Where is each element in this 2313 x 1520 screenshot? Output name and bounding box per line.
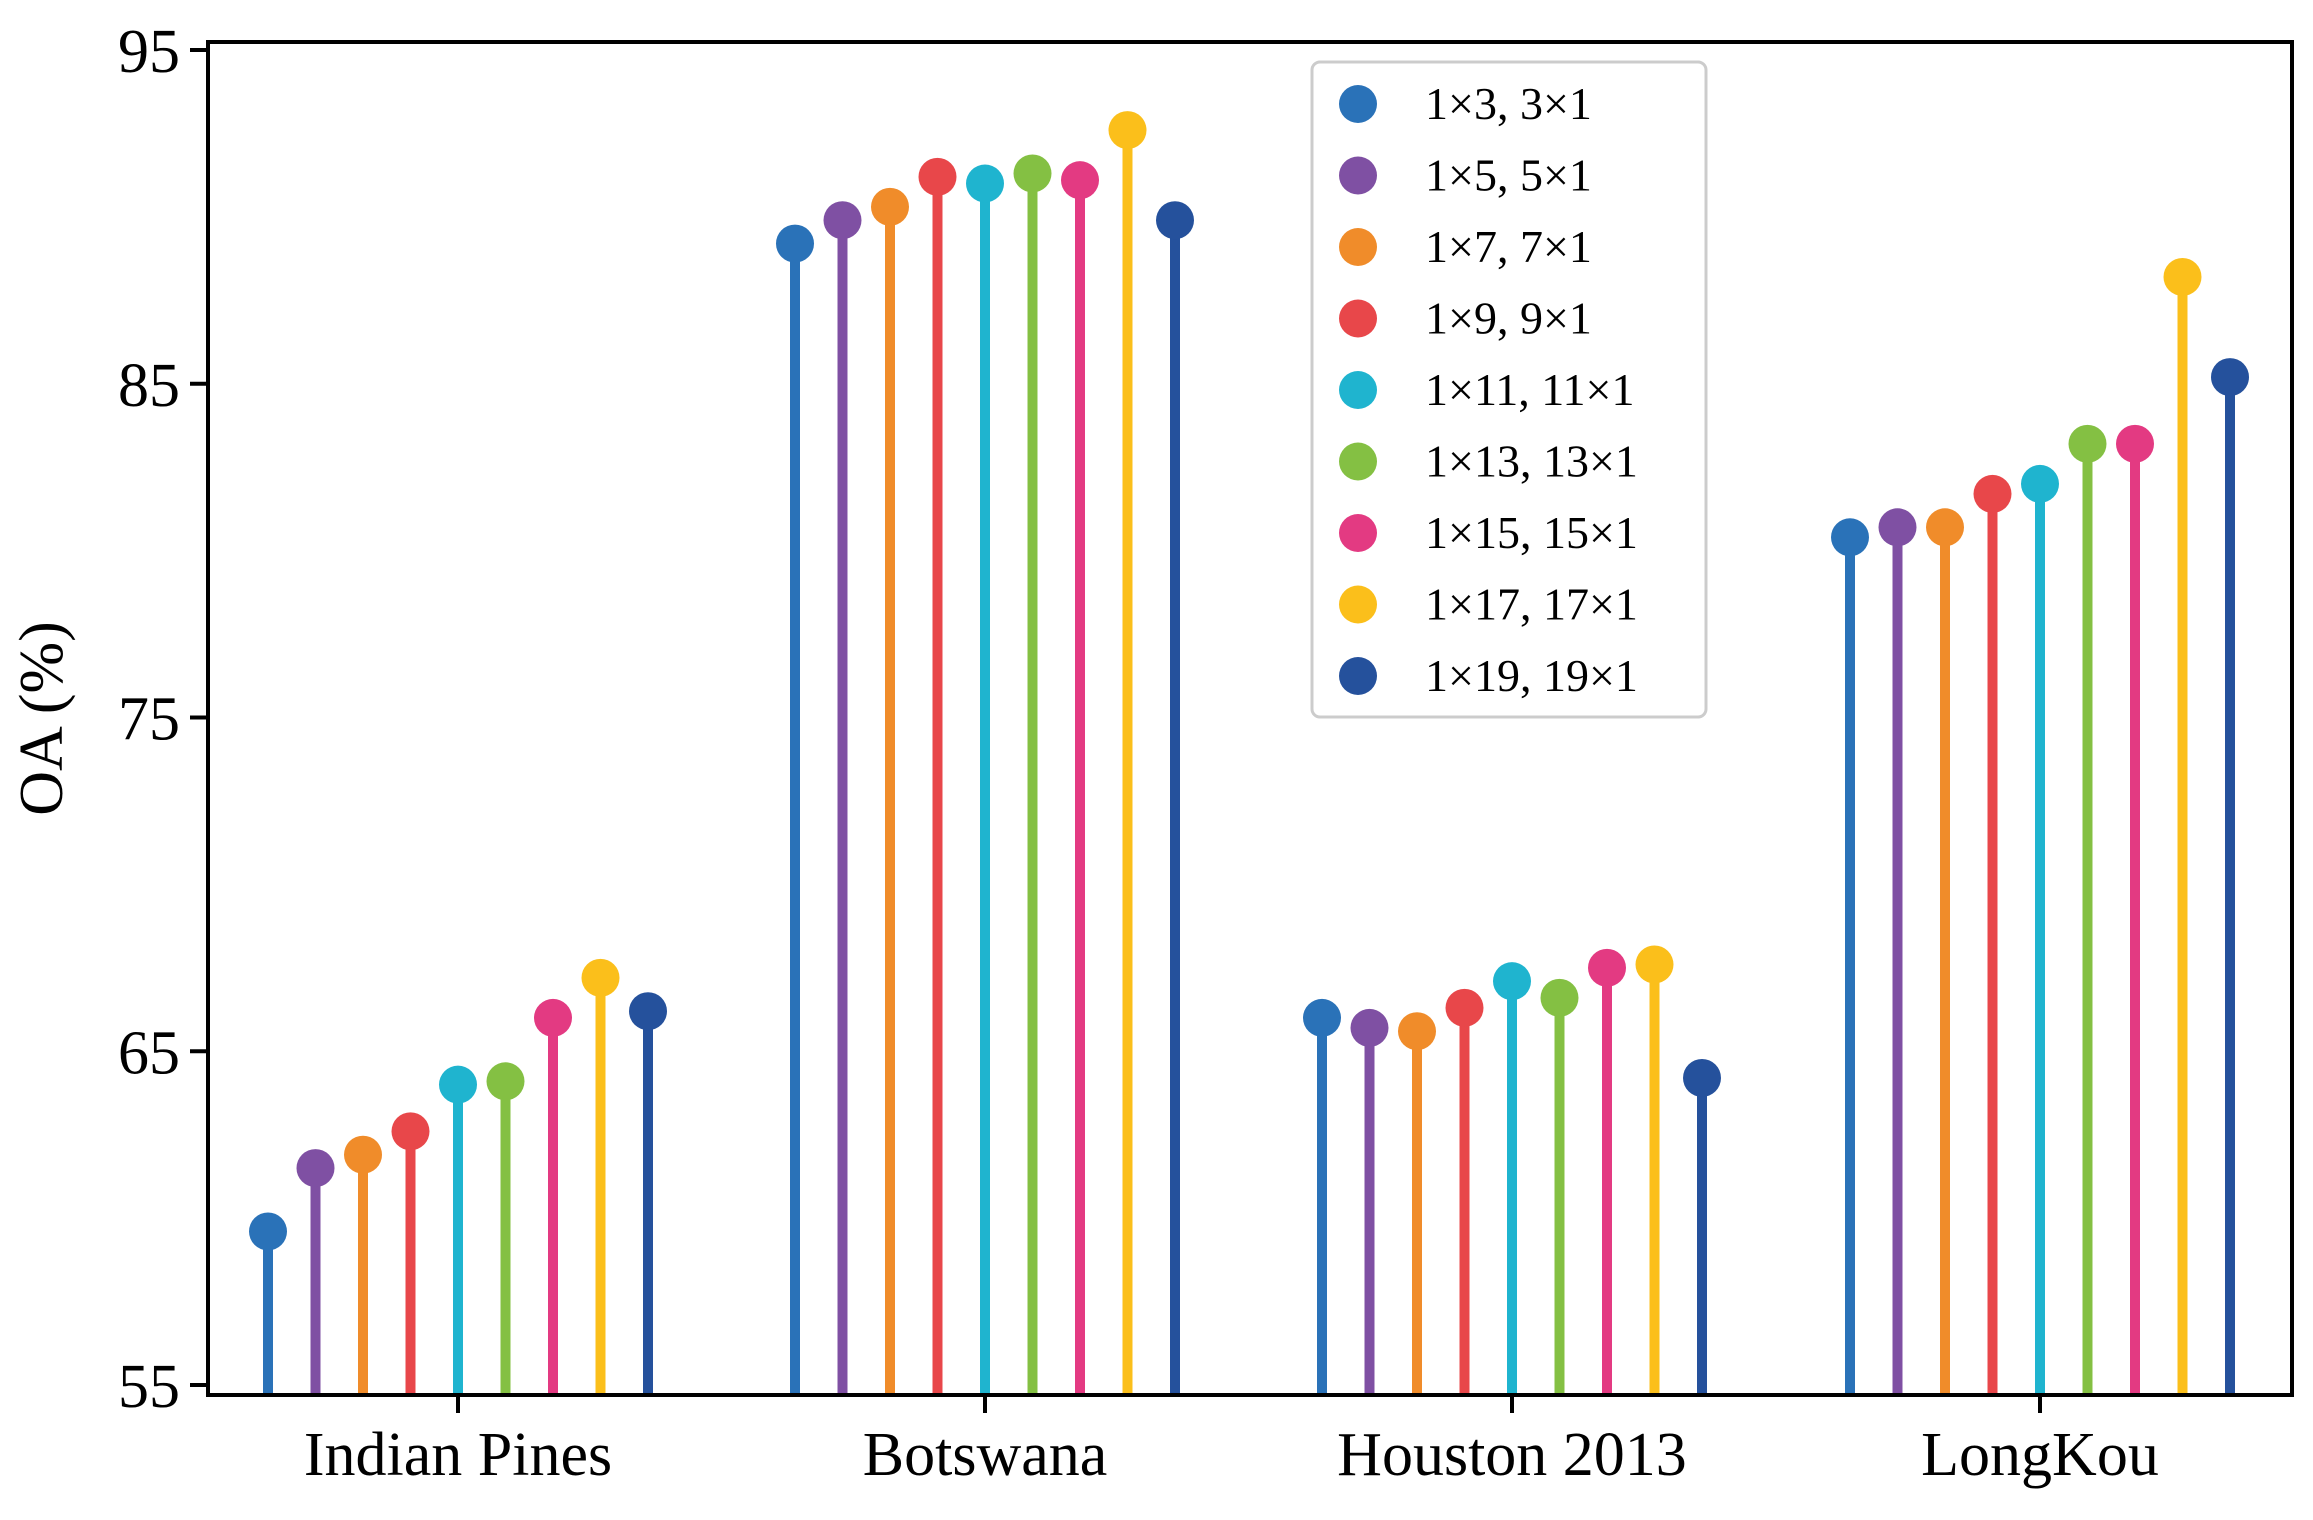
point	[823, 201, 862, 240]
x-axis: Indian Pines Botswana Houston 2013 LongKou	[304, 1395, 2159, 1489]
legend-entry-label: 1×3, 3×1	[1425, 78, 1592, 129]
y-axis: 55 65 75 85 95	[118, 18, 208, 1421]
point	[1635, 945, 1674, 984]
point	[1445, 988, 1484, 1027]
point	[1013, 154, 1052, 193]
y-tick-label: 55	[118, 1353, 180, 1421]
y-tick-label: 75	[118, 686, 180, 754]
point	[1061, 161, 1099, 200]
legend-entry-label: 1×19, 19×1	[1425, 650, 1638, 701]
point	[1493, 962, 1531, 1001]
y-axis-label: OA (%)	[8, 621, 76, 816]
legend-marker	[1339, 442, 1377, 481]
point	[1398, 1012, 1436, 1051]
point	[1156, 201, 1194, 240]
legend-entry-label: 1×13, 13×1	[1425, 436, 1638, 487]
point	[1831, 518, 1869, 557]
y-tick-label: 95	[118, 18, 180, 86]
point	[344, 1135, 382, 1174]
point	[2163, 257, 2202, 296]
point	[629, 992, 667, 1031]
point	[1683, 1058, 1721, 1097]
point	[486, 1062, 525, 1101]
legend-marker	[1339, 514, 1377, 552]
point	[918, 157, 957, 196]
legend-marker	[1339, 85, 1377, 123]
point	[249, 1212, 287, 1251]
legend-marker	[1339, 585, 1377, 624]
legend-entry-label: 1×9, 9×1	[1425, 293, 1592, 344]
legend-marker	[1339, 228, 1377, 266]
point	[1926, 508, 1964, 547]
point	[2211, 358, 2249, 397]
point	[871, 187, 909, 226]
x-tick-label: Botswana	[863, 1421, 1108, 1489]
point	[1303, 998, 1341, 1037]
x-tick-label: Houston 2013	[1337, 1421, 1687, 1489]
legend-entry-label: 1×17, 17×1	[1425, 579, 1638, 630]
plot-frame	[206, 40, 2294, 1397]
point	[1108, 111, 1147, 150]
y-tick-label: 85	[118, 352, 180, 420]
point	[296, 1149, 335, 1188]
point	[776, 224, 814, 263]
stems-layer	[263, 130, 2235, 1393]
point	[1973, 474, 2012, 513]
legend-box	[1310, 60, 1708, 719]
legend-entry-label: 1×11, 11×1	[1425, 364, 1634, 415]
point	[1588, 948, 1626, 987]
point	[439, 1065, 477, 1104]
legend-marker	[1339, 299, 1377, 338]
point	[2021, 464, 2059, 503]
legend-marker	[1339, 657, 1377, 695]
legend-marker	[1339, 156, 1377, 195]
legend-entry-label: 1×7, 7×1	[1425, 221, 1592, 272]
point	[1540, 978, 1579, 1017]
point	[534, 998, 572, 1037]
legend: 1×3, 3×1 1×5, 5×1 1×7, 7×1 1×9, 9×1 1×11, 11…	[1310, 60, 1708, 719]
legend-marker	[1339, 371, 1377, 409]
point	[391, 1112, 430, 1151]
point	[581, 958, 620, 997]
markers-layer	[249, 111, 2249, 1251]
point	[966, 164, 1004, 203]
point	[2068, 424, 2107, 463]
legend-entry-label: 1×5, 5×1	[1425, 150, 1592, 201]
point	[2116, 424, 2154, 463]
point	[1350, 1008, 1389, 1047]
x-tick-label: Indian Pines	[304, 1421, 612, 1489]
x-tick-label: LongKou	[1921, 1421, 2159, 1489]
legend-entry-label: 1×15, 15×1	[1425, 507, 1638, 558]
point	[1878, 508, 1917, 547]
y-tick-label: 65	[118, 1019, 180, 1087]
